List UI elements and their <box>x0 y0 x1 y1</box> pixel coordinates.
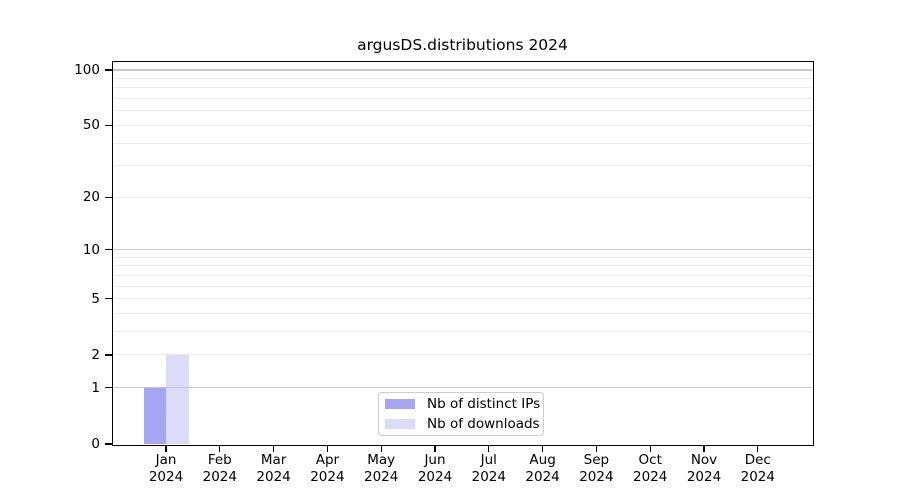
x-tick <box>757 445 759 452</box>
legend-label: Nb of distinct IPs <box>427 396 541 412</box>
x-tick <box>326 445 328 452</box>
x-tick-label: Feb 2024 <box>202 452 237 485</box>
x-tick-label: Aug 2024 <box>525 452 560 485</box>
y-tick-label: 100 <box>74 62 100 78</box>
gridline-minor <box>113 265 812 267</box>
x-tick <box>165 445 167 452</box>
y-tick <box>104 443 112 445</box>
legend-item: Nb of distinct IPs <box>385 396 540 412</box>
y-tick-label: 1 <box>91 379 100 396</box>
gridline-minor <box>113 98 812 100</box>
y-tick-label: 2 <box>91 346 100 363</box>
gridline-minor <box>113 110 812 112</box>
x-tick-label: Oct 2024 <box>633 452 668 485</box>
gridline-minor <box>113 77 812 79</box>
plot-area <box>111 60 814 446</box>
legend: Nb of distinct IPs Nb of downloads <box>378 392 544 436</box>
x-tick-label: Jul 2024 <box>471 452 506 485</box>
y-tick-label: 50 <box>82 117 100 134</box>
x-tick <box>219 445 221 452</box>
y-tick-label: 0 <box>91 436 100 452</box>
x-tick-label: Nov 2024 <box>686 452 722 485</box>
bar-distinct-ips <box>143 387 166 444</box>
gridline-major <box>113 249 812 251</box>
x-tick-label: Dec 2024 <box>740 452 775 485</box>
x-tick <box>488 445 490 452</box>
gridline-minor <box>113 142 812 144</box>
gridline-minor <box>113 331 812 333</box>
legend-label: Nb of downloads <box>427 416 540 432</box>
gridline-major <box>113 69 812 71</box>
gridline-minor <box>113 124 812 126</box>
gridline-minor <box>113 285 812 287</box>
legend-swatch-icon <box>385 399 415 409</box>
y-tick <box>104 298 112 300</box>
y-tick <box>104 387 112 389</box>
gridline-minor <box>113 256 812 258</box>
y-tick <box>104 196 112 198</box>
gridline-minor <box>113 274 812 276</box>
bar-downloads <box>166 354 189 444</box>
x-tick-label: Jun 2024 <box>417 452 453 485</box>
x-tick-label: Jan 2024 <box>148 452 184 485</box>
y-tick <box>104 69 112 71</box>
x-tick <box>649 445 651 452</box>
x-tick-label: May 2024 <box>364 452 399 485</box>
gridline-minor <box>113 354 812 356</box>
x-tick <box>595 445 597 452</box>
gridline-minor <box>113 87 812 89</box>
chart-title: argusDS.distributions 2024 <box>357 36 568 54</box>
x-tick <box>273 445 275 452</box>
x-tick-label: Sep 2024 <box>579 452 614 485</box>
y-tick-label: 5 <box>91 290 100 307</box>
y-tick-label: 20 <box>82 189 100 206</box>
x-tick-label: Mar 2024 <box>256 452 291 485</box>
gridline-minor <box>113 165 812 167</box>
x-tick <box>380 445 382 452</box>
gridline-major <box>113 387 812 389</box>
x-tick <box>703 445 705 452</box>
y-tick-label: 10 <box>82 241 100 258</box>
x-tick <box>434 445 436 452</box>
y-tick <box>104 249 112 251</box>
legend-item: Nb of downloads <box>385 416 540 432</box>
x-tick <box>542 445 544 452</box>
y-tick <box>104 124 112 126</box>
legend-swatch-icon <box>385 419 415 429</box>
gridline-minor <box>113 196 812 198</box>
gridline-minor <box>113 313 812 315</box>
gridline-minor <box>113 298 812 300</box>
x-tick-label: Apr 2024 <box>310 452 345 485</box>
y-tick <box>104 354 112 356</box>
